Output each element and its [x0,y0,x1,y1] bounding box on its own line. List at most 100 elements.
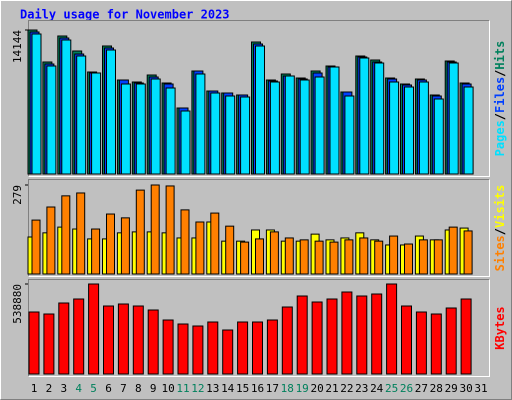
bar [31,219,41,275]
bar [359,237,369,275]
x-tick-label: 29 [445,382,458,395]
bar [150,184,160,275]
bar [389,81,400,175]
bar [43,313,55,375]
bar [463,86,474,175]
bar [135,83,146,175]
bar [430,313,442,375]
x-tick-label: 22 [340,382,353,395]
bar [252,321,263,375]
bar [344,239,354,275]
bar [103,305,114,375]
panel-edge-light [28,20,490,177]
x-tick-label: 10 [161,382,174,395]
bar [225,95,236,175]
bar [371,293,383,375]
bar [225,225,235,275]
bar [31,33,42,175]
x-tick-label: 9 [150,382,157,395]
bar [463,230,473,275]
bar [311,301,323,375]
bar [240,241,250,275]
bar [445,307,457,375]
bar [165,87,176,175]
bar [207,321,219,375]
x-tick-label: 20 [310,382,323,395]
bar [314,240,324,275]
bar [195,73,206,175]
x-tick-label: 15 [236,382,249,395]
bar [460,298,472,375]
bar [255,238,264,275]
y-tick-label: 538880 [11,284,24,324]
panel-edge-light [28,179,490,277]
y-tick-label: 14144 [11,30,24,63]
x-tick-label: 27 [415,382,428,395]
bar [192,325,204,375]
bar [299,239,309,275]
bar [255,45,265,175]
legend-separator: / [493,228,507,235]
x-tick-label: 17 [266,382,279,395]
x-tick-label: 25 [385,382,398,395]
bar [132,305,144,375]
legend: KBytes [493,306,507,349]
bar [433,239,443,275]
legend-entry: Sites [493,235,507,271]
bar [106,49,116,175]
bar [433,98,444,175]
bar [356,295,368,375]
legend-entry: Pages [493,120,507,156]
x-tick-label: 11 [176,382,189,395]
bar [326,298,338,375]
bar [222,329,234,375]
bar [180,110,191,175]
x-tick-label: 28 [430,382,443,395]
bar [91,72,102,175]
bar [73,298,85,375]
bar [46,65,57,175]
bar [28,311,40,375]
panel-edge-light [28,279,490,377]
x-tick-label: 4 [75,382,82,395]
bar [269,81,280,175]
bar [120,83,131,175]
x-tick-label: 5 [90,382,97,395]
bar [448,62,459,175]
bar [61,39,72,175]
bar [210,212,220,275]
bar [329,241,339,275]
bar [177,323,189,375]
x-tick-label: 19 [296,382,309,395]
bar [404,86,414,175]
x-tick-label: 13 [206,382,219,395]
x-tick-label: 6 [105,382,112,395]
x-tick-label: 23 [355,382,368,395]
bar [281,306,293,375]
legend-entry: Visits [493,185,507,228]
legend-separator: / [493,70,507,77]
chart-title: Daily usage for November 2023 [20,8,230,22]
x-tick-label: 8 [135,382,142,395]
bar [135,189,145,275]
bar [76,55,87,175]
bar [117,303,129,375]
bar [120,217,130,275]
x-tick-label: 12 [191,382,204,395]
x-tick-label: 3 [60,382,67,395]
bar [266,319,278,375]
bar [147,309,159,375]
bar [46,206,56,275]
bar [389,235,399,275]
bar [299,79,310,175]
bar [91,228,101,275]
bar [329,66,340,175]
bar [344,95,355,175]
legend-separator: / [493,113,507,120]
bar [150,78,161,175]
legend: Sites/Visits [493,185,507,272]
bar [404,243,413,275]
bar [418,239,428,275]
bar [314,76,325,175]
